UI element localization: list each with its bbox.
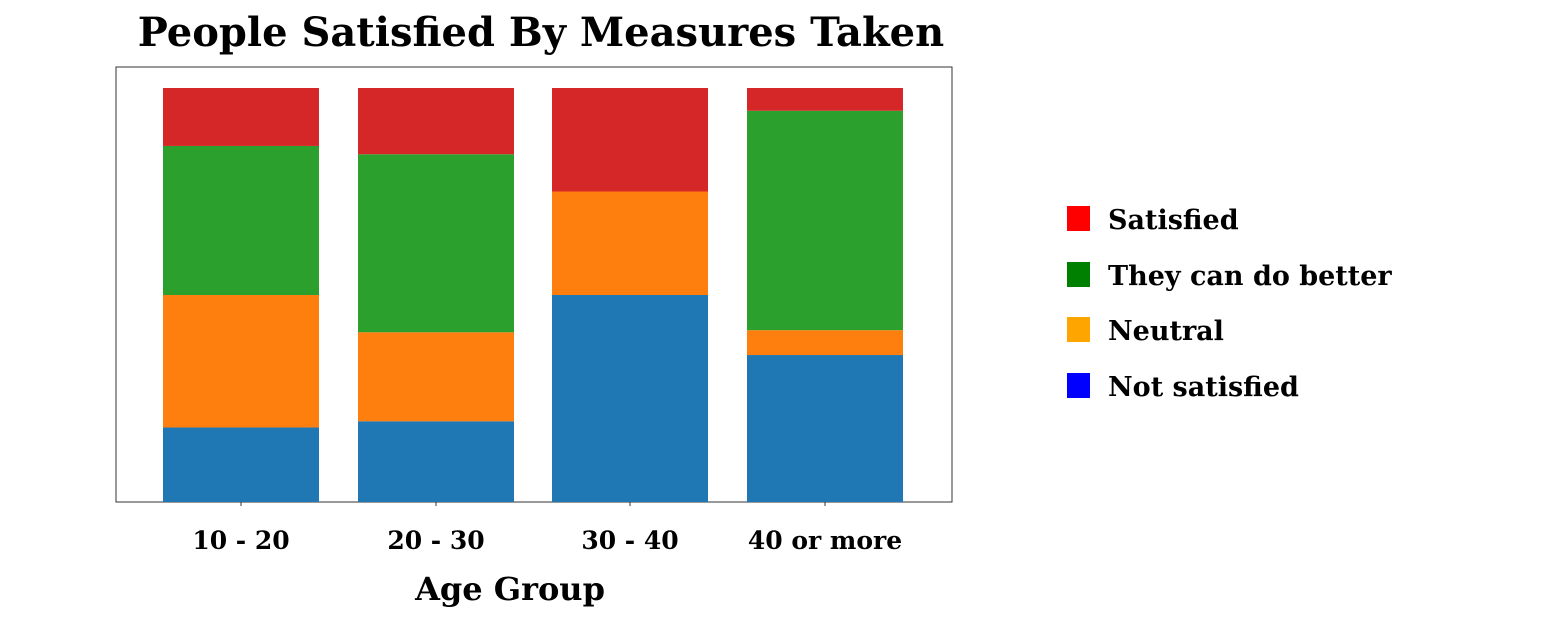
bar-10-20-satisfied: [163, 88, 319, 146]
x-tick-label: 20 - 30: [387, 526, 484, 555]
x-axis-label: Age Group: [414, 570, 605, 608]
bar-10-20-neutral: [163, 295, 319, 428]
bar-40-or-more-they-can-do-better: [747, 110, 903, 331]
bar-30-40-not-satisfied: [552, 295, 708, 502]
legend-swatch-satisfied: [1067, 206, 1090, 231]
bars-group: [163, 88, 903, 502]
bar-30-40-neutral: [552, 191, 708, 295]
legend-swatch-not-satisfied: [1067, 373, 1090, 398]
bar-10-20-they-can-do-better: [163, 145, 319, 295]
bar-20-30-they-can-do-better: [358, 154, 514, 333]
legend-label-they-can-do-better: They can do better: [1108, 261, 1392, 292]
legend-label-not-satisfied: Not satisfied: [1108, 372, 1299, 403]
legend-swatch-neutral: [1067, 317, 1090, 342]
x-tick-label: 30 - 40: [581, 526, 678, 555]
legend: Satisfied They can do better Neutral Not sa…: [1067, 205, 1392, 403]
bar-20-30-satisfied: [358, 88, 514, 155]
bar-40-or-more-satisfied: [747, 88, 903, 111]
x-tick-label: 10 - 20: [192, 526, 289, 555]
x-tick-label: 40 or more: [748, 526, 902, 555]
bar-10-20-not-satisfied: [163, 427, 319, 502]
bar-40-or-more-not-satisfied: [747, 355, 903, 502]
bar-20-30-not-satisfied: [358, 421, 514, 502]
bar-20-30-neutral: [358, 332, 514, 422]
bar-30-40-satisfied: [552, 88, 708, 192]
x-ticks-group: 10 - 20 20 - 30 30 - 40 40 or more: [192, 502, 902, 555]
legend-swatch-they-can-do-better: [1067, 262, 1090, 287]
legend-label-neutral: Neutral: [1108, 316, 1224, 347]
legend-label-satisfied: Satisfied: [1108, 205, 1239, 236]
bar-40-or-more-neutral: [747, 330, 903, 356]
chart-title: People Satisfied By Measures Taken: [138, 9, 944, 56]
